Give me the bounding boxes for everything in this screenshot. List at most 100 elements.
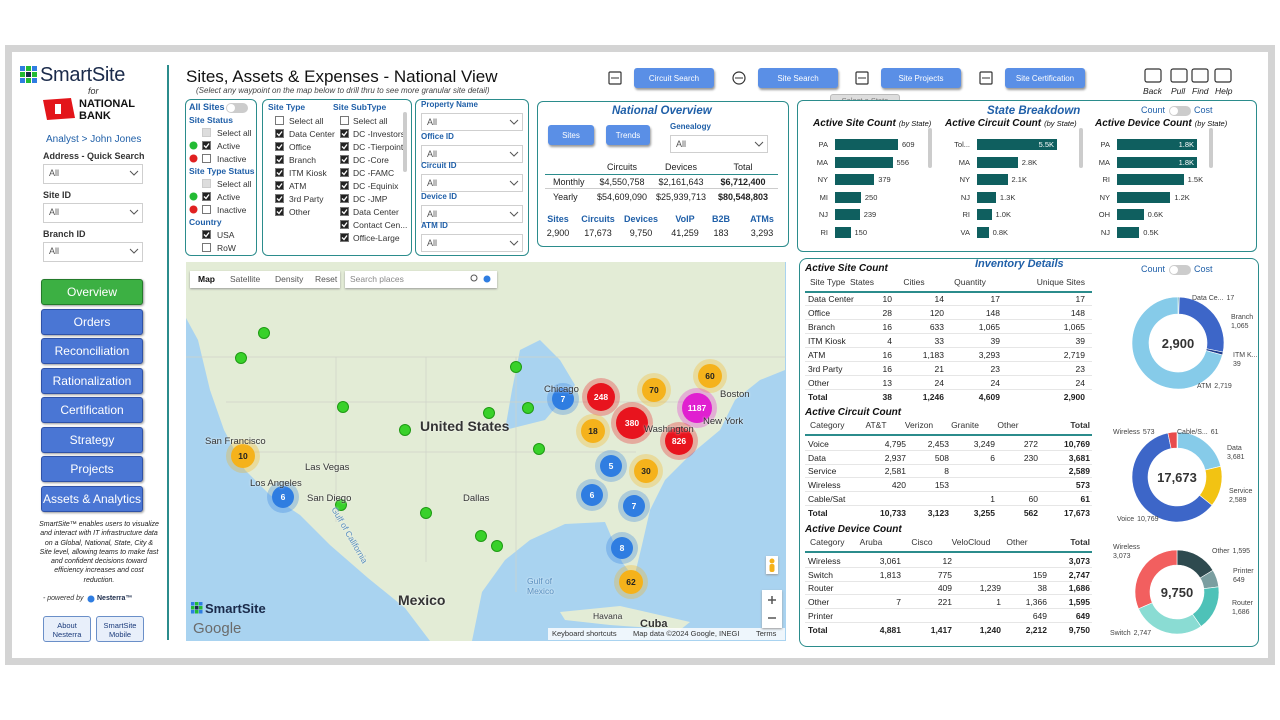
checkbox-box — [275, 194, 284, 203]
nav-button[interactable]: Projects — [41, 456, 143, 482]
donut-label-name: Cable/S... — [1177, 429, 1208, 436]
all-sites: All Sites — [189, 102, 225, 112]
map-place: Gulf of Mexico — [527, 576, 554, 596]
nav-button[interactable]: Strategy — [41, 426, 143, 453]
filter-dropdown-box[interactable] — [421, 145, 523, 163]
filter-dropdown-box[interactable] — [421, 113, 523, 131]
table-header: Cisco — [911, 537, 933, 547]
sidebar-button-line: SmartSite — [103, 621, 137, 630]
table-cell: 24 — [934, 378, 944, 388]
overview-cell: $80,548,803 — [717, 192, 769, 202]
toolbar-button[interactable]: Circuit Search — [634, 68, 714, 88]
check-mark — [276, 131, 283, 137]
state-chart-qualifier: (by State) — [1044, 119, 1077, 128]
map-tab: Map — [198, 274, 215, 284]
table-row-rule — [805, 463, 1092, 465]
state-category: MA — [958, 157, 970, 167]
cluster-label: 10 — [238, 451, 248, 461]
status-dot-shape — [189, 192, 198, 201]
dropdown-label: ATM ID — [421, 221, 448, 230]
filter-dropdown-box[interactable] — [421, 234, 523, 252]
filter-item: ITM Kiosk — [289, 168, 327, 178]
checkbox — [340, 142, 349, 151]
site-waypoint — [491, 540, 503, 552]
overview-cell: $25,939,713 — [655, 192, 707, 202]
state-value: 1.8K — [1178, 140, 1194, 149]
cluster-label: 7 — [632, 501, 637, 511]
table-cell: 4,609 — [978, 392, 1000, 402]
nav-button[interactable]: Certification — [41, 397, 143, 423]
chevron — [509, 180, 519, 186]
checkbox-box — [202, 154, 211, 163]
nav-button[interactable]: Orders — [41, 308, 143, 335]
checkbox — [202, 154, 211, 163]
donut-label: Cable/S... 61 — [1177, 429, 1219, 436]
filter-dropdown-box[interactable] — [43, 203, 143, 223]
check-mark — [341, 196, 348, 202]
toolbar-button[interactable]: Site Search — [758, 68, 838, 88]
filter-dropdown-box[interactable] — [421, 174, 523, 192]
overview-cell: $6,712,400 — [720, 177, 766, 187]
zoom-control[interactable] — [762, 590, 782, 628]
genealogy-dropdown-box[interactable] — [670, 135, 768, 153]
filter-dropdown-box[interactable] — [421, 205, 523, 223]
table-cell: 221 — [937, 597, 952, 608]
table-cell: Data — [808, 452, 826, 463]
checkbox — [275, 155, 284, 164]
cluster-label: 6 — [281, 492, 286, 502]
cluster — [611, 537, 633, 559]
filter-dropdown-box[interactable] — [43, 242, 143, 262]
state-value: 5.5K — [1038, 140, 1054, 149]
table-cell: 1,813 — [879, 569, 901, 580]
filter-item: USA — [217, 230, 235, 240]
overview-button[interactable]: Sites — [548, 125, 594, 145]
filter-dropdown-value: All — [427, 238, 438, 248]
table-cell: Other — [808, 597, 830, 608]
overview-button[interactable]: Trends — [606, 125, 650, 145]
chevron — [754, 141, 764, 147]
table-header: AT&T — [865, 420, 887, 430]
cluster — [581, 484, 603, 506]
donut-label: Other 1,595 — [1212, 548, 1250, 555]
chevron-icon — [509, 151, 519, 157]
toolbar-button[interactable]: Site Certification — [1005, 68, 1085, 88]
donut-label-value: 61 — [1210, 429, 1219, 436]
table-cell: 562 — [1023, 507, 1038, 518]
toggle-knob — [227, 104, 235, 112]
state-category: VA — [960, 228, 970, 237]
filter-dropdown-box[interactable] — [43, 164, 143, 184]
donut-label-name: Branch — [1231, 314, 1254, 321]
toolbar-button[interactable]: Site Projects — [881, 68, 961, 88]
table-header: Category — [810, 420, 845, 430]
table-row-rule — [805, 477, 1092, 479]
nav-button-label: Overview — [66, 285, 117, 299]
chevron — [509, 211, 519, 217]
chevron — [129, 209, 139, 215]
filter-item: Select all — [217, 179, 252, 189]
nav-button[interactable]: Rationalization — [41, 367, 143, 394]
check-mark — [341, 144, 348, 150]
donut-label-name: Wireless — [1113, 429, 1140, 436]
toolbar-icon — [855, 71, 869, 85]
nav-button[interactable]: Overview — [41, 279, 143, 305]
check-mark — [276, 157, 283, 163]
logo-square — [32, 66, 37, 71]
sidebar-button[interactable]: SmartSite Mobile — [96, 616, 144, 642]
map-search[interactable]: Search places — [345, 271, 497, 288]
count-value: 9,750 — [629, 228, 653, 238]
state-bar — [1117, 209, 1144, 221]
donut-label-value: 10,769 — [1137, 516, 1159, 523]
table-header: Cities — [903, 277, 925, 287]
count-label: ATMs — [750, 214, 774, 224]
scrollbar — [1079, 128, 1083, 168]
table-cell: 24 — [990, 378, 1000, 388]
table-rule — [805, 434, 1092, 436]
sidebar-button[interactable]: About Nesterra — [43, 616, 91, 642]
table-cell: 39 — [990, 336, 1000, 346]
toggle-label: Cost — [1194, 105, 1213, 115]
checkbox-box — [202, 205, 211, 214]
map-place: San Francisco — [205, 436, 266, 447]
nav-button[interactable]: Assets & Analytics — [41, 485, 143, 512]
filter-dropdown-value: All — [49, 168, 60, 178]
nav-button[interactable]: Reconciliation — [41, 338, 143, 364]
